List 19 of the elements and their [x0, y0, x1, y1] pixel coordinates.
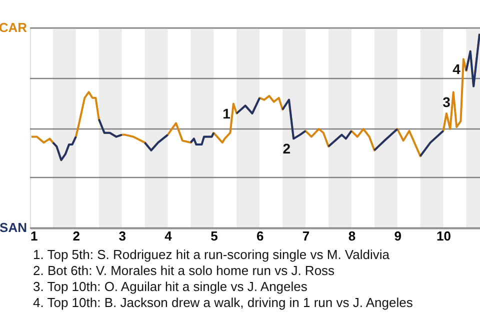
x-tick-label: 6	[256, 228, 264, 244]
x-tick-label: 4	[164, 228, 173, 244]
text: 4. Top 10th: B. Jackson drew a walk, driving in 1 run vs J. Angeles	[33, 295, 414, 310]
annotation: 4	[452, 61, 461, 78]
text: 1. Top 5th: S. Rodriguez hit a run-scoring single vs M. Valdivia	[33, 247, 390, 262]
x-tick-label: 1	[30, 228, 38, 244]
x-tick-label: 7	[302, 228, 310, 244]
annotation: 1	[222, 106, 231, 122]
x-tick-label: 8	[348, 228, 356, 244]
x-tick-label: 10	[436, 228, 451, 244]
x-tick-label: 5	[210, 228, 218, 244]
annotation: 3	[442, 94, 451, 110]
ref-line-label: SAN	[0, 220, 27, 235]
annotation: 2	[282, 140, 291, 157]
x-tick-label: 2	[72, 228, 80, 244]
text: 2. Bot 6th: V. Morales hit a solo home run vs J. Ross	[33, 263, 336, 278]
x-tick-label: 3	[118, 228, 126, 244]
x-tick-label: 9	[394, 228, 402, 244]
text: 3. Top 10th: O. Aguilar hit a single vs J. Angeles	[33, 279, 308, 294]
